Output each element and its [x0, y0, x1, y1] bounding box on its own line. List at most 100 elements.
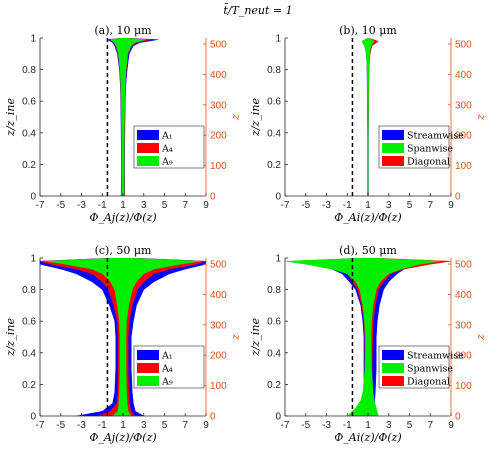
y-tick-label: 0.8	[267, 285, 281, 296]
plot-area-d	[285, 258, 451, 416]
x-tick-label: -5	[301, 420, 310, 431]
x-tick-label: -7	[36, 200, 45, 211]
legend-swatch	[382, 363, 404, 373]
right-y-tick-label: 0	[455, 412, 461, 423]
y-tick-label: 0.8	[22, 65, 36, 76]
legend-swatch	[137, 143, 159, 153]
x-axis-label: Φ_Ai(z)/Φ(z)	[334, 431, 401, 444]
series-area-d-2	[285, 258, 441, 416]
y-tick-label: 0.8	[267, 65, 281, 76]
legend-label: Spanwise	[407, 144, 453, 155]
legend-swatch	[382, 350, 404, 360]
legend-label: Streamwise	[407, 351, 464, 362]
legend-label: Spanwise	[407, 364, 453, 375]
x-tick-label: 1	[365, 420, 371, 431]
legend-label: Diagonal	[407, 377, 450, 388]
x-tick-label: -1	[98, 420, 107, 431]
right-y-tick-label: 100	[455, 381, 472, 392]
right-y-tick-label: 200	[210, 351, 227, 362]
right-y-tick-label: 500	[455, 40, 472, 51]
right-y-tick-label: 200	[455, 351, 472, 362]
legend-swatch	[137, 363, 159, 373]
y-axis-label: z/z_ine	[249, 318, 262, 357]
y-tick-label: 0	[275, 412, 281, 423]
legend-label: A₉	[161, 377, 173, 388]
plot-area-b	[351, 38, 379, 196]
right-y-tick-label: 500	[210, 260, 227, 271]
right-y-tick-label: 200	[455, 131, 472, 142]
y-tick-label: 1	[275, 34, 281, 45]
y-axis-label: z/z_ine	[4, 318, 17, 357]
x-tick-label: 3	[386, 420, 392, 431]
x-tick-label: 3	[141, 200, 147, 211]
legend-label: Diagonal	[407, 157, 450, 168]
series-area-a-1	[108, 38, 152, 196]
right-y-tick-label: 500	[455, 260, 472, 271]
right-y-tick-label: 300	[455, 100, 472, 111]
y-axis-label: z/z_ine	[4, 98, 17, 137]
x-tick-label: -1	[343, 420, 352, 431]
x-axis-label: Φ_Aj(z)/Φ(z)	[89, 211, 156, 224]
legend-label: A₄	[161, 364, 173, 375]
right-y-tick-label: 100	[210, 381, 227, 392]
right-y-tick-label: 200	[210, 131, 227, 142]
x-tick-label: -5	[56, 200, 65, 211]
legend-swatch	[382, 156, 404, 166]
x-axis-label: Φ_Ai(z)/Φ(z)	[334, 211, 401, 224]
y-tick-label: 0.2	[22, 380, 36, 391]
right-y-tick-label: 400	[210, 70, 227, 81]
y-tick-label: 1	[30, 34, 36, 45]
right-y-tick-label: 0	[210, 192, 216, 203]
y-tick-label: 0.4	[267, 128, 281, 139]
x-tick-label: 9	[203, 200, 209, 211]
y-axis-label: z/z_ine	[249, 98, 262, 137]
panel-title: (d), 50 μm	[339, 244, 397, 257]
y-tick-label: 0.6	[22, 317, 36, 328]
legend-swatch	[137, 376, 159, 386]
panel-c: -7 -5 -3 -1 1 3 5 7 900.20.40.60.810100200300400…	[4, 244, 242, 444]
y-tick-label: 0.4	[22, 348, 36, 359]
series-area-b-2	[361, 38, 375, 196]
x-tick-label: -5	[301, 200, 310, 211]
x-tick-label: -3	[77, 420, 86, 431]
panel-a: -7 -5 -3 -1 1 3 5 7 900.20.40.60.810100200300400…	[4, 24, 242, 224]
y-tick-label: 0.4	[267, 348, 281, 359]
y-tick-label: 0.6	[22, 97, 36, 108]
y-tick-label: 0.6	[267, 97, 281, 108]
right-y-tick-label: 400	[210, 290, 227, 301]
legend-label: A₄	[161, 144, 173, 155]
y-tick-label: 0	[275, 192, 281, 203]
x-tick-label: 5	[162, 420, 168, 431]
x-tick-label: 7	[182, 420, 188, 431]
right-y-tick-label: 300	[210, 320, 227, 331]
x-tick-label: -1	[343, 200, 352, 211]
x-tick-label: 7	[427, 200, 433, 211]
legend-swatch	[382, 376, 404, 386]
x-tick-label: -7	[281, 420, 290, 431]
right-y-axis-label: z	[229, 334, 242, 341]
x-tick-label: 5	[407, 420, 413, 431]
y-tick-label: 1	[275, 254, 281, 265]
legend-label: Streamwise	[407, 131, 464, 142]
panel-title: (b), 10 μm	[339, 24, 397, 37]
x-tick-label: 7	[182, 200, 188, 211]
y-tick-label: 0	[30, 192, 36, 203]
x-tick-label: 7	[427, 420, 433, 431]
right-y-tick-label: 300	[455, 320, 472, 331]
legend-swatch	[382, 130, 404, 140]
series-area-a-0	[106, 38, 159, 196]
legend-label: A₉	[161, 157, 173, 168]
right-y-tick-label: 400	[455, 70, 472, 81]
series-area-a-2	[110, 38, 146, 196]
y-tick-label: 0.8	[22, 285, 36, 296]
x-tick-label: 5	[407, 200, 413, 211]
legend-label: A₁	[161, 351, 173, 362]
y-tick-label: 0	[30, 412, 36, 423]
y-tick-label: 0.2	[22, 160, 36, 171]
x-tick-label: 3	[141, 420, 147, 431]
x-tick-label: -3	[77, 200, 86, 211]
y-tick-label: 0.6	[267, 317, 281, 328]
legend-label: A₁	[161, 131, 173, 142]
right-y-tick-label: 500	[210, 40, 227, 51]
